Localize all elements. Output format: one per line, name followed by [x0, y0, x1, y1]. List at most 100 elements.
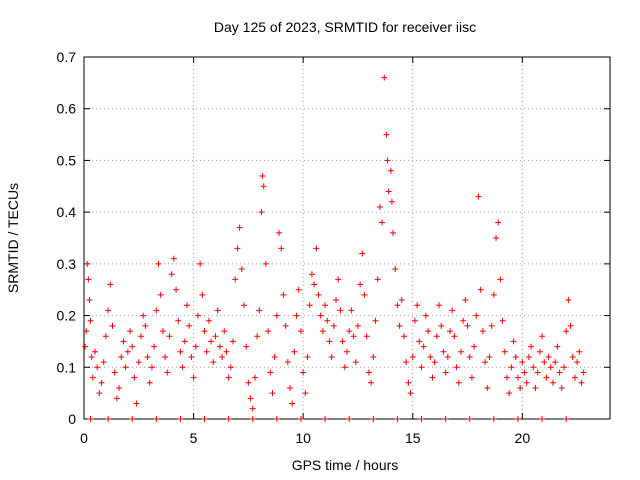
data-point	[282, 322, 289, 329]
grid-lines	[84, 57, 610, 419]
data-point	[230, 338, 237, 345]
data-point	[541, 359, 548, 366]
data-point	[409, 353, 416, 360]
data-point	[304, 353, 311, 360]
data-point	[460, 317, 467, 324]
data-point	[216, 343, 223, 350]
data-point	[384, 157, 391, 164]
data-point	[414, 302, 421, 309]
data-point	[379, 219, 386, 226]
data-point	[258, 209, 265, 216]
y-tick-label: 0.3	[57, 256, 77, 272]
data-point	[199, 291, 206, 298]
data-point	[352, 359, 359, 366]
data-point	[236, 224, 243, 231]
data-point	[140, 312, 147, 319]
data-point	[370, 353, 377, 360]
data-point	[256, 307, 263, 314]
data-point	[262, 260, 269, 267]
data-point	[510, 338, 517, 345]
data-point	[94, 364, 101, 371]
data-point	[280, 291, 287, 298]
data-point	[392, 266, 399, 273]
data-point	[208, 338, 215, 345]
data-point	[539, 416, 546, 422]
data-point	[322, 302, 329, 309]
data-point	[335, 276, 342, 283]
data-point	[387, 167, 394, 174]
data-point	[159, 328, 166, 335]
data-point	[403, 359, 410, 366]
chart-title: Day 125 of 2023, SRMTID for receiver iis…	[214, 19, 476, 35]
data-point	[210, 359, 217, 366]
data-point	[247, 395, 254, 402]
data-point	[89, 374, 96, 381]
data-point	[545, 353, 552, 360]
data-point	[221, 328, 228, 335]
data-point	[96, 390, 103, 397]
x-tick-label: 10	[295, 430, 311, 446]
y-tick-label: 0.5	[57, 152, 77, 168]
data-point	[447, 328, 454, 335]
data-point	[567, 322, 574, 329]
data-point	[328, 353, 335, 360]
data-point	[273, 416, 280, 422]
data-point	[278, 245, 285, 252]
data-point	[431, 359, 438, 366]
data-point	[390, 229, 397, 236]
data-point	[129, 416, 136, 422]
data-point	[86, 297, 93, 304]
data-point	[265, 328, 272, 335]
data-point	[396, 322, 403, 329]
data-point	[175, 317, 182, 324]
data-point	[122, 364, 129, 371]
data-point	[433, 333, 440, 340]
data-point	[506, 390, 513, 397]
data-point	[319, 328, 326, 335]
data-point	[102, 333, 109, 340]
data-point	[569, 353, 576, 360]
data-point	[442, 369, 449, 376]
data-point	[479, 328, 486, 335]
data-point	[457, 348, 464, 355]
data-point	[177, 348, 184, 355]
data-point	[105, 307, 112, 314]
data-point	[558, 384, 565, 391]
y-tick-label: 0.6	[57, 101, 77, 117]
data-point	[179, 364, 186, 371]
data-point	[184, 302, 191, 309]
data-point	[416, 338, 423, 345]
data-point	[157, 291, 164, 298]
data-point	[493, 235, 500, 241]
data-point	[315, 291, 322, 298]
data-point	[212, 333, 219, 340]
data-point	[308, 271, 315, 278]
data-point	[490, 416, 497, 422]
data-point	[127, 328, 134, 335]
data-point	[297, 328, 304, 335]
data-point	[464, 322, 471, 329]
data-point	[365, 369, 372, 376]
data-point	[186, 322, 193, 329]
data-point	[394, 302, 401, 309]
data-point	[440, 348, 447, 355]
data-point	[317, 312, 324, 319]
data-point	[271, 353, 278, 360]
data-point	[411, 317, 418, 324]
data-point	[194, 312, 201, 319]
data-point	[407, 390, 414, 397]
data-point	[177, 416, 184, 422]
data-point	[243, 343, 250, 350]
data-point	[201, 328, 208, 335]
data-point	[528, 343, 535, 350]
data-point	[214, 307, 221, 314]
data-point	[291, 348, 298, 355]
data-point	[289, 400, 296, 407]
data-point	[87, 317, 94, 324]
data-point	[466, 353, 473, 360]
data-point	[153, 307, 160, 314]
data-point	[438, 322, 445, 329]
data-point	[249, 405, 256, 412]
data-point	[85, 276, 92, 283]
data-point	[383, 131, 390, 138]
